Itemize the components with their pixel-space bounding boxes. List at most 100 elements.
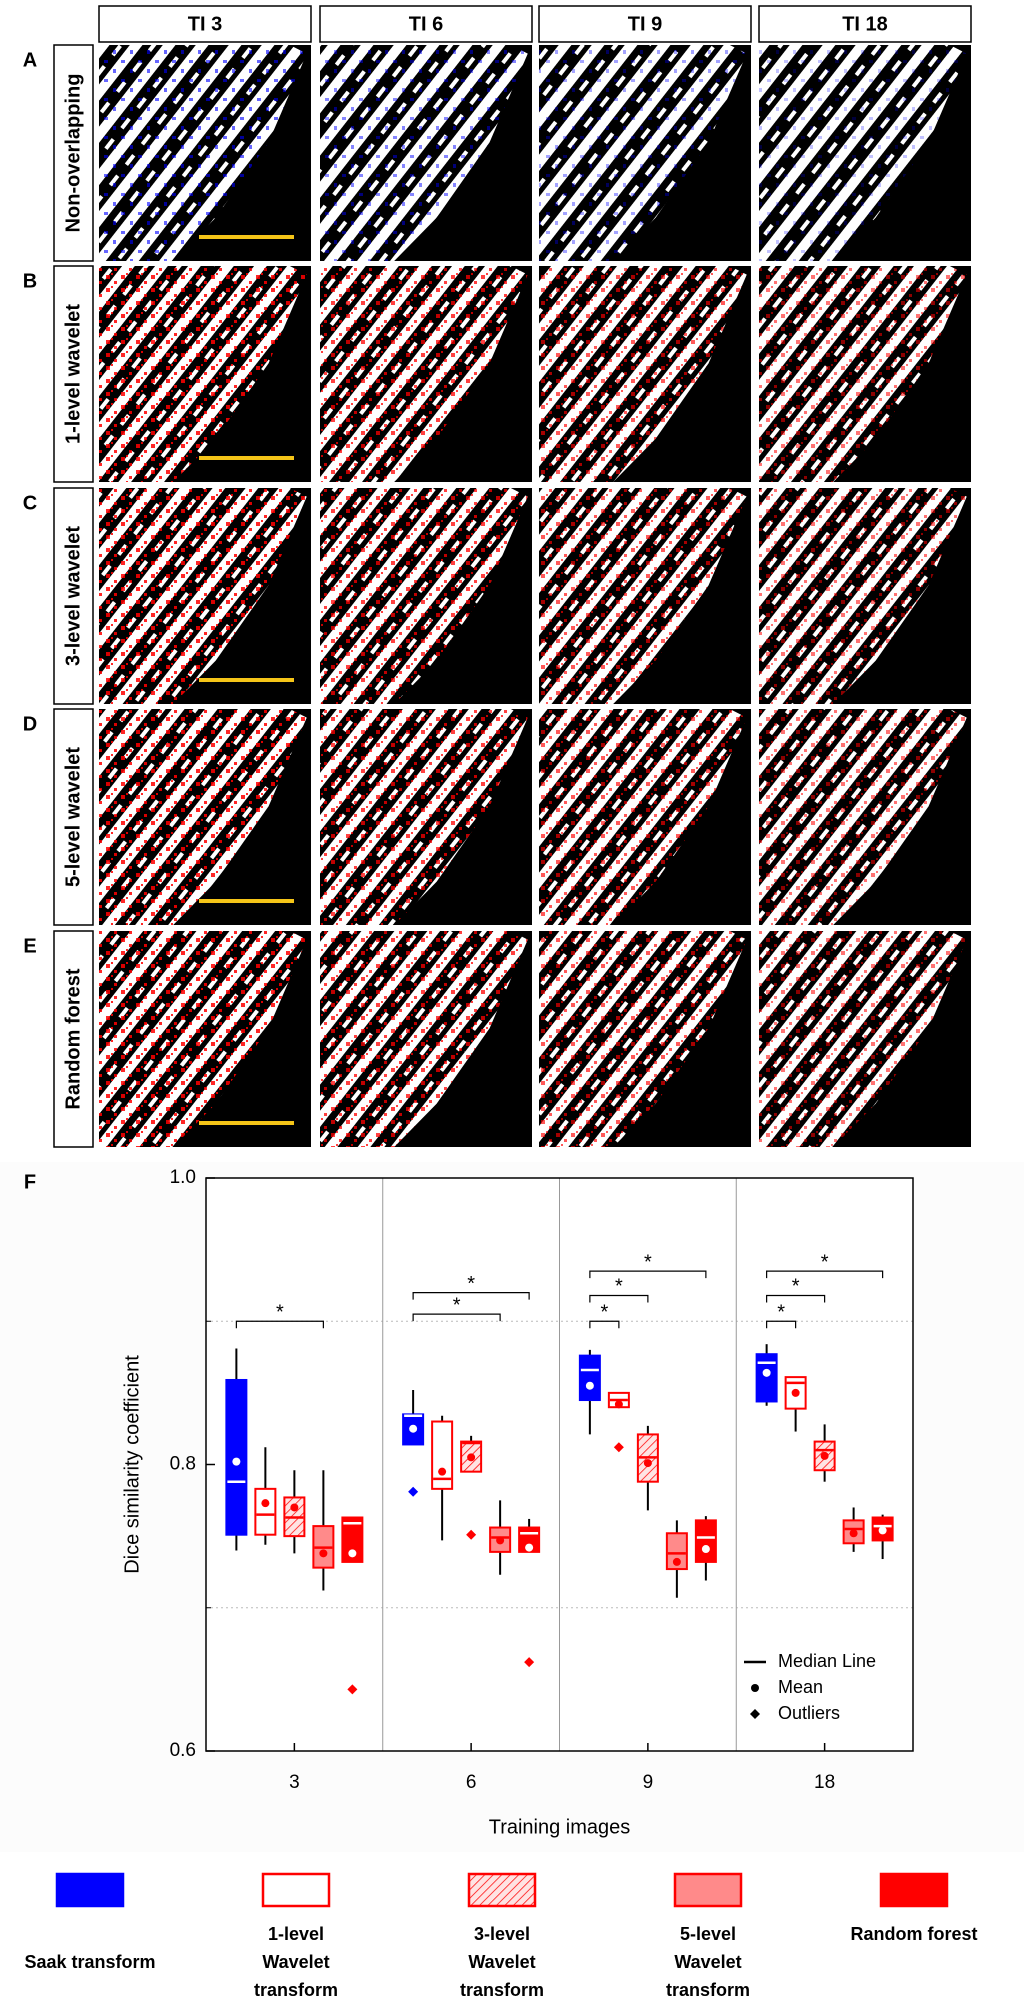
x-tick-label: 3 [289, 1772, 300, 1793]
box [341, 1516, 364, 1563]
mean-dot [614, 1400, 623, 1409]
segmentation-image [539, 488, 751, 704]
row-label: 5-level wavelet [62, 747, 84, 887]
mean-dot [762, 1368, 771, 1377]
row-label-box [53, 930, 94, 1148]
segmentation-image [320, 266, 532, 482]
legend-swatch [467, 1872, 537, 1908]
segmentation-image [99, 45, 311, 261]
significance-bracket [235, 1320, 324, 1329]
segmentation-image [759, 931, 971, 1147]
mean-dot [791, 1388, 800, 1397]
segmentation-image [539, 45, 751, 261]
significance-bracket [412, 1313, 501, 1322]
significance-bracket [589, 1320, 620, 1329]
column-header: TI 3 [188, 13, 222, 35]
segmentation-image [539, 931, 751, 1147]
y-tick-label: 0.6 [170, 1740, 196, 1761]
significance-bracket [766, 1270, 884, 1279]
mean-dot [849, 1529, 858, 1538]
mean-dot [232, 1457, 241, 1466]
significance-label: * [777, 1302, 785, 1324]
outlier [524, 1657, 535, 1668]
mean-dot [467, 1453, 476, 1462]
significance-label: * [615, 1276, 623, 1298]
column-header-box [319, 5, 533, 43]
panel-letter: C [23, 492, 37, 514]
mean-dot [701, 1545, 710, 1554]
significance-label: * [600, 1302, 608, 1324]
segmentation-image [320, 931, 532, 1147]
legend-label: 5-level Wavelet transform [665, 1924, 750, 2000]
legend-label: Median Line [778, 1651, 876, 1671]
box [694, 1519, 717, 1563]
column-header: TI 6 [409, 13, 443, 35]
row-label-box [53, 708, 94, 926]
panel-letter: A [23, 49, 37, 71]
segmentation-image [320, 709, 532, 925]
box [431, 1420, 454, 1490]
outlier [347, 1684, 358, 1695]
x-tick-label: 18 [814, 1772, 835, 1793]
legend-label: Outliers [778, 1703, 840, 1723]
panel-letter: B [23, 270, 37, 292]
legend-symbol [751, 1684, 759, 1692]
significance-label: * [644, 1251, 652, 1273]
segmentation-image [759, 45, 971, 261]
box [665, 1532, 688, 1571]
legend-swatch [879, 1872, 949, 1908]
row-label: Random forest [62, 968, 84, 1109]
segmentation-image [759, 488, 971, 704]
row-label: 1-level wavelet [62, 304, 84, 444]
row-label-box [53, 487, 94, 705]
mean-dot [409, 1424, 418, 1433]
legend-swatch [261, 1872, 331, 1908]
significance-bracket [766, 1320, 797, 1329]
legend-label: Random forest [850, 1924, 978, 1944]
plot-frame [205, 1177, 914, 1752]
box [578, 1354, 601, 1402]
y-axis-label: Dice similarity coefficient [121, 1355, 143, 1574]
outlier [466, 1529, 477, 1540]
outlier [408, 1486, 419, 1497]
legend-label: 1-level Wavelet transform [253, 1924, 338, 2000]
mean-dot [496, 1536, 505, 1545]
column-header-box [538, 5, 752, 43]
mean-dot [438, 1467, 447, 1476]
box [254, 1487, 277, 1536]
row-label-box [53, 265, 94, 483]
mean-dot [348, 1549, 357, 1558]
significance-bracket [412, 1291, 530, 1300]
outlier [613, 1442, 624, 1453]
significance-bracket [766, 1294, 826, 1303]
y-tick-label: 0.8 [170, 1454, 196, 1475]
column-header-box [98, 5, 312, 43]
x-tick-label: 6 [466, 1772, 477, 1793]
mean-dot [643, 1459, 652, 1468]
row-label: 3-level wavelet [62, 526, 84, 666]
mean-dot [672, 1557, 681, 1566]
significance-bracket [589, 1270, 707, 1279]
column-header: TI 18 [842, 13, 888, 35]
panel-letter: E [23, 935, 36, 957]
mean-dot [878, 1526, 887, 1535]
segmentation-image [99, 931, 311, 1147]
column-header: TI 9 [628, 13, 662, 35]
legend-label: Saak transform [24, 1952, 156, 1972]
segmentation-image [320, 45, 532, 261]
significance-label: * [467, 1273, 475, 1295]
segmentation-image [99, 266, 311, 482]
segmentation-image [99, 709, 311, 925]
mean-dot [319, 1549, 328, 1558]
segmentation-image [539, 266, 751, 482]
mean-dot [585, 1381, 594, 1390]
row-label: Non-overlapping [62, 74, 84, 233]
panel-letter: F [24, 1171, 36, 1193]
significance-label: * [792, 1276, 800, 1298]
mean-dot [290, 1503, 299, 1512]
legend-swatch [673, 1872, 743, 1908]
significance-label: * [453, 1294, 461, 1316]
significance-label: * [821, 1251, 829, 1273]
